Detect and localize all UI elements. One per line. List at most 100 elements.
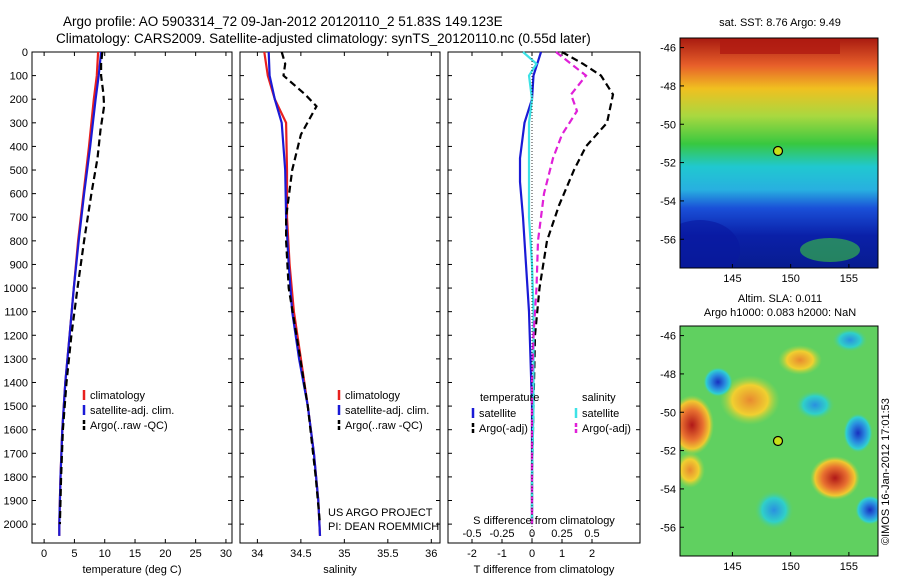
sla-warm-eddy-4 [680,452,705,488]
x-tick-label: 2 [589,548,595,560]
map-y-tick-label: -50 [660,407,676,419]
sla-cold-eddy-5 [855,495,878,525]
legend-label: Argo(..raw -QC) [345,420,423,432]
sla-cold-eddy-2 [843,413,873,453]
temperature-panel: 0 5 10 15 20 25 30 temperature (deg C) 0 100 200 30… [4,47,233,576]
x-axis-label: T difference from climatology [474,564,615,576]
y-tick-label: 1200 [4,330,28,342]
y-tick-label: 1700 [4,448,28,460]
y-tick-label: 1800 [4,472,28,484]
legend-label: satellite [582,408,619,420]
series-line-blue [518,51,543,525]
legend-label: satellite [479,408,516,420]
imos-stamp: ©IMOS 16-Jan-2012 17:01:53 [880,398,892,545]
sla-warm-eddy-3 [778,345,822,375]
sst-map-axes: 145 150 155 -46 -48 -50 -52 -54 -56 [660,43,858,285]
series-line-red [263,51,322,536]
legend-label: Argo(..raw -QC) [90,420,168,432]
x-tick-label: 30 [220,548,232,560]
x-tick-label: 35 [338,548,350,560]
difference-panel: -2 -1 0 1 2 T difference from climatology -0.5… [447,51,641,576]
map-y-tick-label: -54 [660,196,676,208]
figure-title-line1: Argo profile: AO 5903314_72 09-Jan-2012 … [63,14,503,29]
map-y-tick-label: -56 [660,234,676,246]
x-tick-label: 25 [190,548,202,560]
sst-cold-patch [680,220,740,268]
sst-map-title: sat. SST: 8.76 Argo: 9.49 [719,17,841,29]
legend-label: climatology [90,390,146,402]
s-tick-label: 0.25 [551,528,572,540]
y-tick-label: 2000 [4,519,28,531]
sst-argo-marker [772,145,784,157]
legend-label: climatology [345,390,401,402]
y-tick-label: 200 [10,94,28,106]
panel-frame [447,51,641,544]
legend-label: satellite-adj. clim. [345,405,429,417]
sla-cold-eddy-4 [795,390,835,420]
s-axis-label: S difference from climatology [473,515,615,527]
y-tick-label: 1400 [4,377,28,389]
sla-cold-eddy-3 [754,490,794,530]
sla-cold-eddy-6 [832,328,868,352]
series-line-black [58,51,106,525]
panel-frame [239,51,441,544]
map-y-tick-label: -52 [660,158,676,170]
sla-warm-eddy-1 [720,375,780,425]
map-x-tick-label: 155 [840,561,858,573]
y-tick-label: 1600 [4,425,28,437]
map-x-tick-label: 150 [781,273,799,285]
x-tick-label: 15 [129,548,141,560]
y-tick-label: 1900 [4,496,28,508]
sla-warm-eddy-2 [810,456,860,500]
sst-green-patch [800,238,860,262]
y-tick-label: 100 [10,71,28,83]
y-tick-label: 400 [10,141,28,153]
x-tick-label: -2 [467,548,477,560]
x-tick-label: 0 [529,548,535,560]
sla-map-axes: 145 150 155 -46 -48 -50 -52 -54 -56 [660,331,858,573]
figure-title-line2: Climatology: CARS2009. Satellite-adjuste… [56,31,591,46]
x-axis-label: salinity [323,564,357,576]
series-line-blue [58,51,103,536]
sla-cold-eddy-1 [703,367,733,397]
series-line-black [280,51,322,525]
x-tick-label: 34.5 [290,548,311,560]
y-tick-label: 1300 [4,354,28,366]
sla-map-subtitle: Argo h1000: 0.083 h2000: NaN [704,307,856,319]
x-tick-label: 34 [251,548,263,560]
x-tick-label: 10 [99,548,111,560]
y-tick-label: 1000 [4,283,28,295]
y-tick-label: 300 [10,118,28,130]
map-y-tick-label: -48 [660,81,676,93]
legend-label: Argo(-adj) [479,423,528,435]
map-x-tick-label: 150 [781,561,799,573]
y-tick-label: 700 [10,212,28,224]
x-tick-label: 5 [71,548,77,560]
sst-warm-patch [720,38,840,54]
x-axis-label: temperature (deg C) [82,564,181,576]
salinity-panel: 34 34.5 35 35.5 36 salinity climatology satelli… [239,51,441,576]
map-x-tick-label: 145 [723,273,741,285]
map-y-tick-label: -56 [660,522,676,534]
x-tick-label: 35.5 [377,548,398,560]
x-tick-label: 36 [425,548,437,560]
map-y-tick-label: -50 [660,119,676,131]
series-line-black [530,51,615,525]
x-tick-label: 1 [559,548,565,560]
project-annotation: PI: DEAN ROEMMICH [328,521,439,533]
map-x-tick-label: 145 [723,561,741,573]
sla-map-title: Altim. SLA: 0.011 [738,293,822,305]
map-x-tick-label: 155 [840,273,858,285]
y-tick-label: 800 [10,236,28,248]
y-tick-label: 900 [10,259,28,271]
map-y-tick-label: -54 [660,484,676,496]
sst-map-frame [679,37,879,269]
sla-hot-eddy [680,395,714,455]
y-tick-label: 1500 [4,401,28,413]
s-tick-label: 0 [529,528,535,540]
map-y-tick-label: -52 [660,446,676,458]
series-line-magenta [530,51,588,525]
s-tick-label: 0.5 [584,528,599,540]
s-tick-label: -0.5 [463,528,482,540]
